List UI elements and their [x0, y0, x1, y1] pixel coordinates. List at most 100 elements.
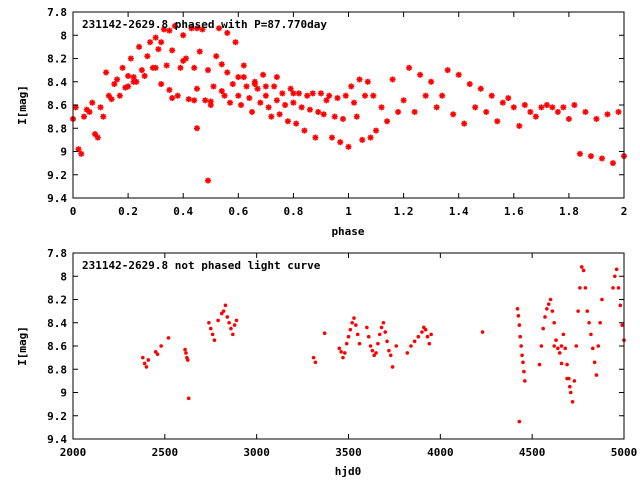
data-point [322, 331, 327, 336]
data-point [388, 353, 393, 358]
data-point [180, 57, 187, 64]
data-point [405, 351, 410, 355]
data-point [549, 104, 556, 111]
data-point [411, 108, 418, 115]
data-point [204, 177, 211, 184]
data-point [276, 111, 283, 118]
data-point [232, 323, 237, 327]
data-point [548, 297, 553, 302]
data-point [166, 27, 173, 34]
data-point [317, 90, 324, 97]
data-point [337, 139, 344, 146]
data-point [400, 97, 407, 104]
data-point [246, 95, 253, 102]
data-point [152, 34, 159, 41]
data-point [611, 286, 615, 290]
data-point [477, 85, 484, 92]
data-point [346, 334, 351, 339]
data-point [344, 341, 349, 346]
x-axis-label: phase [331, 225, 364, 238]
y-tick-label: 9.4 [47, 192, 67, 205]
data-point [212, 338, 217, 342]
data-point [160, 26, 167, 33]
data-point [565, 115, 572, 122]
data-point [100, 113, 107, 120]
y-axis-label: I[mag] [16, 85, 29, 125]
data-point [273, 97, 280, 104]
data-point [444, 67, 451, 74]
data-point [343, 351, 347, 355]
data-point [427, 341, 432, 346]
data-point [235, 92, 242, 99]
data-point [614, 267, 619, 272]
data-point [312, 134, 319, 141]
data-point [334, 95, 341, 102]
data-point [519, 344, 523, 348]
data-point [559, 344, 564, 348]
data-point [185, 96, 192, 103]
data-point [557, 351, 562, 355]
data-point [417, 71, 424, 78]
data-point [191, 97, 198, 104]
data-point [184, 351, 188, 355]
data-point [163, 62, 170, 69]
y-tick-label: 8.2 [47, 294, 67, 307]
data-point [337, 346, 342, 351]
data-point [570, 400, 575, 404]
x-tick-label: 0.6 [228, 205, 248, 218]
data-point [202, 97, 209, 104]
data-point [422, 92, 429, 99]
data-point [521, 102, 528, 108]
data-point [196, 48, 203, 55]
data-point [290, 99, 297, 106]
data-point [480, 330, 485, 334]
data-point [412, 339, 417, 344]
data-point [240, 74, 247, 81]
data-point [268, 113, 275, 120]
data-point [169, 95, 176, 102]
data-point [450, 111, 457, 118]
data-point [273, 74, 280, 81]
y-tick-label: 9.2 [47, 410, 67, 423]
data-point [114, 76, 121, 83]
data-point [119, 64, 126, 71]
y-tick-label: 8.6 [47, 99, 67, 112]
data-point [279, 90, 286, 97]
data-point [554, 108, 561, 115]
y-tick-label: 8.4 [47, 317, 67, 330]
y-tick-label: 8.4 [47, 76, 67, 89]
data-point [537, 362, 542, 367]
data-point [262, 92, 269, 99]
x-tick-label: 1 [345, 205, 352, 218]
data-point [185, 358, 190, 362]
data-point [227, 99, 234, 106]
data-point [439, 92, 446, 99]
data-point [600, 297, 604, 302]
data-point [342, 92, 349, 99]
data-point [609, 160, 616, 167]
y-ticks: 7.8 8 8.2 8.4 8.6 8.8 9 9.2 9.4 [47, 247, 624, 446]
data-point [374, 351, 378, 355]
data-point [224, 29, 231, 36]
data-point [571, 102, 578, 108]
data-point [416, 334, 421, 339]
data-point [210, 332, 215, 337]
data-point [387, 348, 391, 353]
data-point [155, 352, 160, 356]
x-tick-label: 0.4 [173, 205, 193, 218]
data-point [221, 309, 226, 313]
data-point [368, 344, 373, 348]
data-point [565, 376, 569, 381]
data-point [191, 64, 198, 71]
data-point [383, 330, 388, 334]
data-point [229, 81, 236, 88]
x-tick-label: 3500 [335, 446, 362, 459]
data-point [147, 39, 154, 46]
data-point [461, 120, 468, 127]
data-point [483, 108, 490, 115]
data-point [423, 327, 428, 332]
data-point [304, 92, 311, 99]
data-point [615, 108, 622, 115]
data-point [563, 346, 568, 351]
data-point [583, 286, 588, 290]
